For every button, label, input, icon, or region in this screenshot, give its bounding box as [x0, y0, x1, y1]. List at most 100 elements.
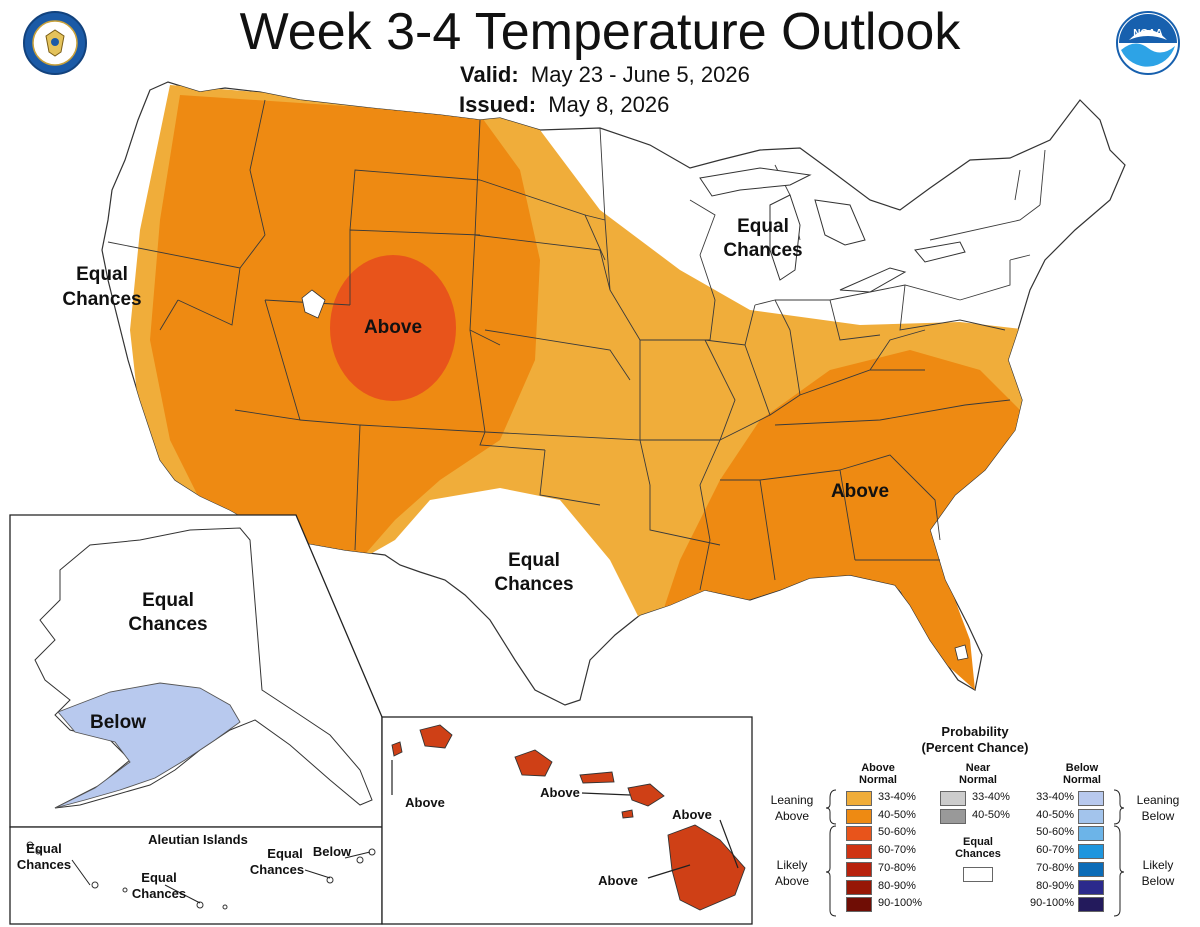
- legend-title-line2: (Percent Chance): [921, 740, 1029, 755]
- legend-label-above-1: 33-40%: [878, 791, 916, 803]
- label-equal-northeast-1: Equal: [737, 216, 789, 237]
- label-hawaii-above-2: Above: [540, 785, 580, 800]
- legend-head-above-1: Above: [861, 762, 895, 774]
- label-aleutian-equal-1b: Chances: [17, 857, 71, 872]
- legend-label-above-5: 70-80%: [878, 861, 916, 874]
- legend-swatch-above-7: [846, 897, 872, 913]
- legend-head-below-2: Normal: [1063, 774, 1101, 786]
- alaska-below-zone: [54, 682, 241, 809]
- legend-label-above-2: 40-50%: [878, 808, 916, 821]
- island-molokai: [579, 771, 615, 784]
- legend-head-near-1: Near: [965, 762, 991, 774]
- hawaii-inset: Above Above Above Above: [381, 716, 753, 925]
- label-equal-texas-2: Chances: [494, 574, 573, 595]
- legend-label-below-2: 40-50%: [1036, 808, 1074, 821]
- legend-leaning-above: Leaning Above: [760, 792, 824, 824]
- legend-swatch-below-3: [1078, 826, 1104, 842]
- legend-head-near: Near Normal: [948, 762, 1008, 786]
- legend-leaning-above-1: Leaning: [770, 793, 814, 807]
- legend-likely-above: Likely Above: [760, 857, 824, 889]
- lake-okeechobee: [954, 644, 969, 661]
- legend-leaning-below-2: Below: [1141, 809, 1175, 823]
- page-title: Week 3-4 Temperature Outlook: [239, 3, 961, 61]
- legend-label-above-4: 60-70%: [878, 844, 916, 857]
- label-equal-west-1: Equal: [76, 264, 128, 285]
- probability-legend: Probability (Percent Chance) Above Norma…: [760, 720, 1190, 920]
- legend-label-above-6: 80-90%: [878, 879, 916, 892]
- label-equal-northeast-2: Chances: [723, 240, 802, 261]
- valid-value: May 23 - June 5, 2026: [530, 62, 750, 87]
- label-hawaii-above-3: Above: [672, 807, 712, 822]
- legend-swatch-near-1: [940, 791, 966, 806]
- label-alaska-equal-1: Equal: [142, 590, 194, 611]
- noaa-logo-icon: NOAA: [1116, 11, 1180, 75]
- legend-swatch-above-1: [846, 791, 872, 806]
- legend-head-near-2: Normal: [959, 774, 997, 786]
- legend-head-above: Above Normal: [848, 762, 908, 786]
- legend-likely-below-1: Likely: [1142, 858, 1174, 872]
- legend-swatch-above-2: [846, 808, 872, 824]
- valid-line: Valid: May 23 - June 5, 2026: [460, 62, 750, 88]
- legend-label-below-3: 50-60%: [1036, 826, 1074, 839]
- legend-leaning-above-2: Above: [774, 809, 810, 823]
- zone-above-40-50-southeast: [660, 350, 1030, 690]
- legend-swatch-below-4: [1078, 844, 1104, 860]
- legend-label-below-5: 70-80%: [1036, 861, 1074, 874]
- label-aleutian-below: Below: [313, 844, 352, 859]
- legend-label-below-4: 60-70%: [1036, 844, 1074, 857]
- issued-value: May 8, 2026: [548, 92, 670, 117]
- label-equal-texas-1: Equal: [508, 550, 560, 571]
- alaska-inset: Equal Chances Below: [9, 514, 383, 828]
- label-aleutian-equal-2b: Chances: [132, 886, 186, 901]
- department-of-commerce-seal-icon: [23, 11, 87, 75]
- legend-label-near-2: 40-50%: [972, 808, 1010, 821]
- legend-equal-swatch: [963, 867, 993, 882]
- legend-equal-2: Chances: [955, 848, 1001, 860]
- legend-swatch-below-6: [1078, 879, 1104, 895]
- legend-label-above-3: 50-60%: [878, 826, 916, 839]
- legend-label-near-1: 33-40%: [972, 791, 1010, 803]
- issued-line: Issued: May 8, 2026: [459, 92, 669, 118]
- legend-likely-below: Likely Below: [1126, 857, 1190, 889]
- issued-label: Issued:: [459, 92, 537, 117]
- legend-title: Probability (Percent Chance): [760, 724, 1190, 756]
- legend-head-below: Below Normal: [1052, 762, 1112, 786]
- zone-above-50-60: [330, 255, 456, 401]
- island-oahu: [514, 749, 553, 777]
- legend-label-below-7: 90-100%: [1029, 897, 1074, 910]
- island-maui: [627, 783, 665, 807]
- legend-title-line1: Probability: [941, 724, 1009, 739]
- label-above-center: Above: [364, 317, 422, 338]
- label-aleutian-equal-1a: Equal: [26, 841, 61, 856]
- legend-head-above-2: Normal: [859, 774, 897, 786]
- great-lakes: [699, 167, 966, 293]
- island-hawaii: [667, 824, 746, 911]
- legend-leaning-below: Leaning Below: [1126, 792, 1190, 824]
- legend-equal-chances: Equal Chances: [948, 836, 1008, 860]
- label-hawaii-above-1: Above: [405, 795, 445, 810]
- label-above-southeast: Above: [831, 481, 889, 502]
- label-alaska-equal-2: Chances: [128, 614, 207, 635]
- legend-swatch-above-4: [846, 844, 872, 860]
- legend-swatch-near-2: [940, 808, 966, 824]
- legend-equal-1: Equal: [963, 836, 993, 848]
- legend-head-below-1: Below: [1065, 762, 1099, 774]
- legend-swatch-above-3: [846, 826, 872, 842]
- label-alaska-below: Below: [90, 712, 146, 733]
- legend-likely-above-1: Likely: [776, 858, 808, 872]
- label-aleutian-equal-2a: Equal: [141, 870, 176, 885]
- label-equal-west-2: Chances: [62, 289, 141, 310]
- legend-label-below-6: 80-90%: [1036, 879, 1074, 892]
- legend-swatch-below-5: [1078, 861, 1104, 877]
- legend-likely-above-2: Above: [774, 874, 810, 888]
- state-borders: [107, 99, 1046, 591]
- legend-label-above-7: 90-100%: [878, 897, 923, 910]
- legend-brackets: [825, 789, 1125, 917]
- noaa-logo-text: NOAA: [1133, 28, 1162, 39]
- legend-swatch-below-7: [1078, 897, 1104, 913]
- label-aleutian-equal-3a: Equal: [267, 846, 302, 861]
- label-aleutian-title: Aleutian Islands: [148, 832, 248, 847]
- legend-swatch-below-2: [1078, 808, 1104, 824]
- island-kahoolawe: [621, 809, 634, 819]
